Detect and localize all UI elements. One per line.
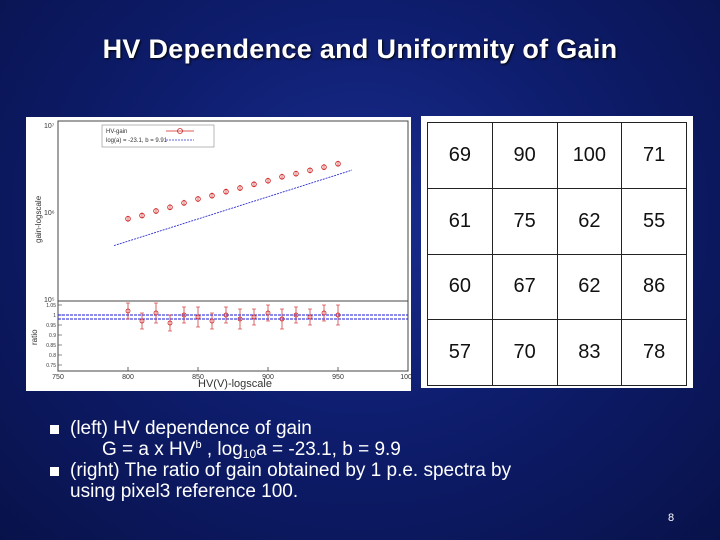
formula-part-a: G = a x HV (102, 439, 195, 460)
x-tick-label: 800 (122, 374, 134, 381)
bullet-item-left: (left) HV dependence of gain G = a x HVb… (48, 418, 668, 460)
table-row: 60 67 62 86 (428, 254, 687, 320)
y-tick-label-bottom: 0.8 (49, 353, 56, 359)
x-tick-label: 900 (262, 374, 274, 381)
bullet-item-right: (right) The ratio of gain obtained by 1 … (48, 460, 668, 502)
bullet-text-right-line1: (right) The ratio of gain obtained by 1 … (70, 460, 668, 481)
hv-gain-plot: HV-gain log(a) = -23.1, b = 9.91 10⁷ 10⁶… (26, 117, 411, 391)
bullet-square-icon (50, 467, 59, 476)
gain-cell: 57 (428, 320, 493, 386)
gain-cell: 75 (492, 188, 557, 254)
x-tick-label: 750 (52, 374, 64, 381)
bullet-square-icon (50, 425, 59, 434)
y-axis-label-top: gain-logscale (34, 195, 43, 243)
y-tick-label-bottom: 1.05 (46, 303, 56, 309)
table-row: 57 70 83 78 (428, 320, 687, 386)
formula-part-c: a = -23.1, b = 9.9 (256, 439, 401, 460)
bullet-text-right-line2: using pixel3 reference 100. (70, 481, 668, 502)
gain-cell: 67 (492, 254, 557, 320)
gain-cell: 55 (622, 188, 687, 254)
gain-cell: 62 (557, 254, 622, 320)
page-number: 8 (668, 512, 674, 524)
gain-cell: 83 (557, 320, 622, 386)
formula-subscript: 10 (243, 447, 256, 461)
y-tick-label-bottom: 1 (53, 313, 56, 319)
bottom-frame (58, 301, 408, 371)
gain-cell: 71 (622, 123, 687, 189)
top-frame (58, 121, 408, 301)
x-tick-label: 950 (332, 374, 344, 381)
gain-cell: 86 (622, 254, 687, 320)
hv-gain-plot-svg: HV-gain log(a) = -23.1, b = 9.91 10⁷ 10⁶… (26, 117, 411, 391)
table-row: 61 75 62 55 (428, 188, 687, 254)
gain-cell: 100 (557, 123, 622, 189)
x-tick-label: 850 (192, 374, 204, 381)
y-tick-label-bottom: 0.75 (46, 363, 56, 369)
y-axis-label-bottom: ratio (30, 329, 39, 345)
y-tick-label-bottom: 0.95 (46, 323, 56, 329)
gain-cell: 78 (622, 320, 687, 386)
table-row: 69 90 100 71 (428, 123, 687, 189)
formula-part-b: , log (202, 439, 243, 460)
slide-title: HV Dependence and Uniformity of Gain (0, 34, 720, 65)
gain-cell: 61 (428, 188, 493, 254)
bullet-text-left-line1: (left) HV dependence of gain (70, 418, 668, 439)
y-tick-top-1e6: 10⁶ (44, 210, 55, 217)
formula-line: G = a x HVb , log10a = -23.1, b = 9.9 (70, 439, 668, 460)
x-tick-label: 1000 (400, 374, 411, 381)
y-tick-label-bottom: 0.9 (49, 333, 56, 339)
y-tick-top-1e7: 10⁷ (44, 123, 55, 130)
legend-label-data: HV-gain (106, 129, 127, 135)
legend-label-fit: log(a) = -23.1, b = 9.91 (106, 138, 168, 144)
gain-cell: 90 (492, 123, 557, 189)
x-axis-label: HV(V)-logscale (198, 378, 272, 390)
gain-cell: 70 (492, 320, 557, 386)
gain-cell: 60 (428, 254, 493, 320)
gain-uniformity-grid: 69 90 100 71 61 75 62 55 60 67 62 86 57 … (421, 116, 693, 388)
gain-table: 69 90 100 71 61 75 62 55 60 67 62 86 57 … (427, 122, 687, 386)
gain-cell: 69 (428, 123, 493, 189)
y-tick-label-bottom: 0.85 (46, 343, 56, 349)
gain-cell: 62 (557, 188, 622, 254)
fit-line (114, 170, 352, 245)
bullet-list: (left) HV dependence of gain G = a x HVb… (48, 418, 668, 502)
